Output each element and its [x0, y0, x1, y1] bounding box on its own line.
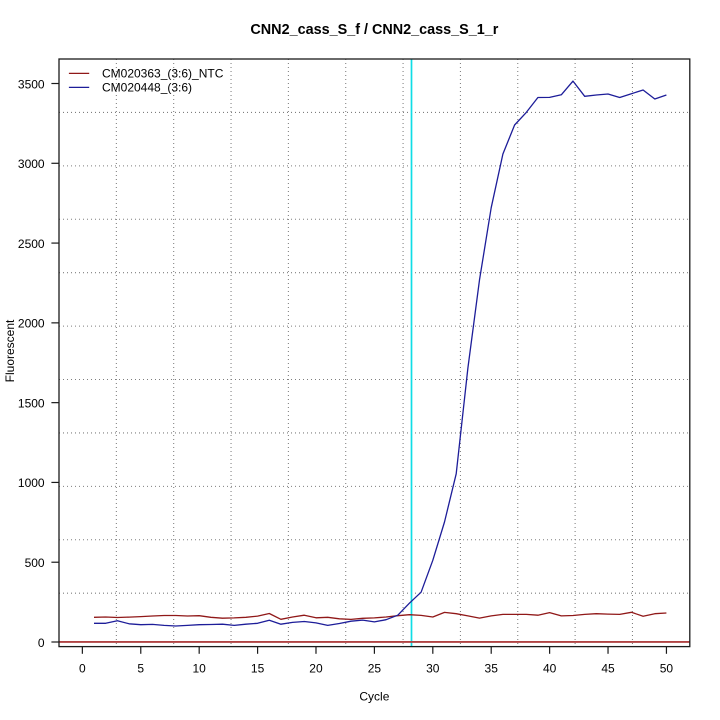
svg-text:CNN2_cass_S_f / CNN2_cass_S_1_: CNN2_cass_S_f / CNN2_cass_S_1_r — [250, 22, 498, 38]
svg-text:50: 50 — [660, 662, 674, 676]
svg-text:CM020448_(3:6): CM020448_(3:6) — [102, 81, 192, 95]
svg-text:1500: 1500 — [18, 396, 45, 410]
svg-text:5: 5 — [137, 662, 144, 676]
svg-text:35: 35 — [485, 662, 499, 676]
svg-text:3500: 3500 — [18, 77, 45, 91]
svg-text:30: 30 — [426, 662, 440, 676]
svg-text:2000: 2000 — [18, 317, 45, 331]
svg-text:0: 0 — [79, 662, 86, 676]
svg-text:Cycle: Cycle — [359, 690, 389, 704]
svg-text:10: 10 — [193, 662, 207, 676]
svg-text:3000: 3000 — [18, 157, 45, 171]
svg-text:500: 500 — [25, 556, 45, 570]
svg-text:25: 25 — [368, 662, 382, 676]
svg-text:45: 45 — [601, 662, 615, 676]
svg-text:20: 20 — [309, 662, 323, 676]
svg-text:0: 0 — [38, 636, 45, 650]
svg-text:CM020363_(3:6)_NTC: CM020363_(3:6)_NTC — [102, 67, 224, 81]
svg-text:40: 40 — [543, 662, 557, 676]
svg-text:1000: 1000 — [18, 476, 45, 490]
svg-text:Fluorescent: Fluorescent — [3, 319, 17, 382]
svg-text:15: 15 — [251, 662, 265, 676]
svg-text:2500: 2500 — [18, 237, 45, 251]
